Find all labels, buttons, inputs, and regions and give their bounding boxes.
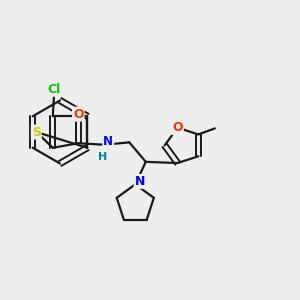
Text: N: N	[103, 135, 113, 148]
Text: Cl: Cl	[48, 83, 61, 96]
Text: H: H	[98, 152, 107, 162]
Text: S: S	[32, 125, 41, 139]
Text: O: O	[172, 121, 183, 134]
Text: N: N	[135, 175, 145, 188]
Text: O: O	[73, 108, 84, 121]
